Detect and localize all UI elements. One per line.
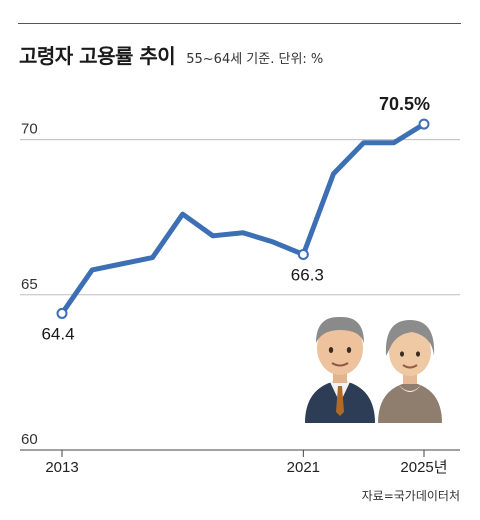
- y-tick-label: 70: [21, 121, 38, 138]
- chart-subtitle: 55~64세 기준. 단위: %: [186, 52, 324, 67]
- elderly-man-figure: [305, 316, 375, 423]
- x-tick-label: 2013: [45, 459, 78, 476]
- data-label: 70.5%: [379, 94, 430, 114]
- source-note: 자료=국가데이터처: [361, 489, 460, 503]
- data-point-marker: [297, 248, 309, 260]
- series-line-0: [59, 121, 427, 316]
- x-tick-label: 2021: [287, 459, 320, 476]
- chart-title: 고령자 고용률 추이: [19, 44, 176, 68]
- elderly-woman-figure: [378, 320, 442, 423]
- title-row: 고령자 고용률 추이 55~64세 기준. 단위: %: [19, 40, 323, 69]
- data-label: 64.4: [41, 324, 74, 343]
- y-tick-label: 60: [21, 431, 38, 448]
- data-point-marker: [56, 307, 68, 319]
- elderly-couple-illustration: [305, 316, 442, 423]
- x-tick-label: 2025년: [400, 459, 447, 476]
- data-point-marker: [418, 118, 430, 130]
- y-tick-label: 65: [21, 276, 38, 293]
- top-rule: [18, 23, 461, 24]
- data-label: 66.3: [291, 265, 324, 284]
